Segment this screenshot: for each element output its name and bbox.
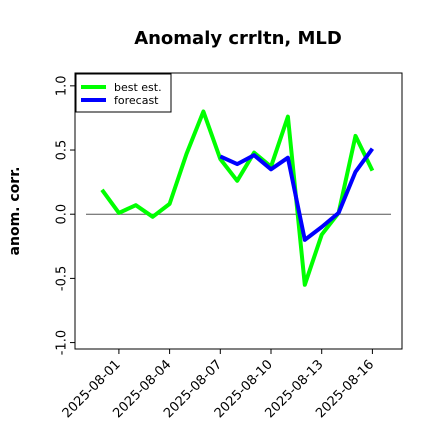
legend-label: forecast [114, 94, 159, 107]
y-axis-label: anom. corr. [7, 167, 23, 256]
y-tick-label: -0.5 [55, 266, 70, 291]
y-tick-label: 0.0 [55, 204, 70, 225]
series-line-0 [100, 109, 375, 287]
chart-title: Anomaly crrltn, MLD [134, 28, 342, 49]
y-tick-label: 1.0 [55, 75, 70, 96]
legend-label: best est. [114, 81, 162, 94]
y-tick-label: -1.0 [55, 330, 70, 355]
plot-area [74, 72, 403, 350]
y-tick-label: 0.5 [55, 140, 70, 161]
series-line-1 [219, 147, 375, 242]
legend: best est.forecast [75, 73, 172, 113]
legend-box [75, 73, 172, 113]
